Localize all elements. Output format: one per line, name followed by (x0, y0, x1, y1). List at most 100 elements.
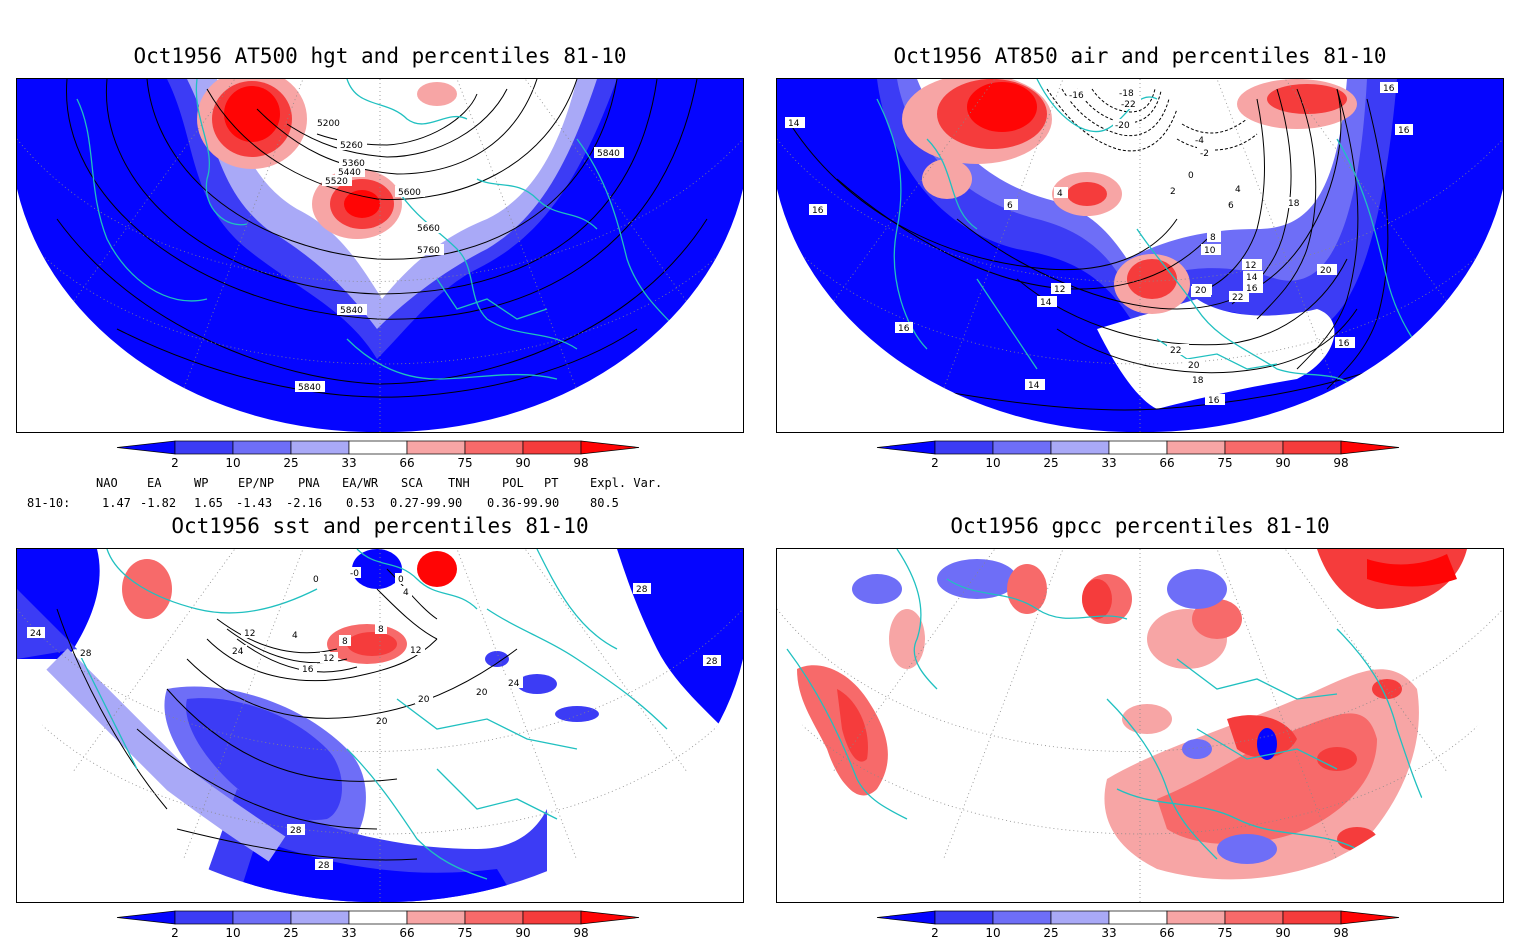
colorbar-tick-label: 10 (985, 456, 1000, 470)
svg-text:22: 22 (1232, 293, 1243, 303)
contour-label: 20 (1192, 284, 1212, 296)
colorbar-segment (174, 910, 234, 925)
colorbar-segment (1050, 440, 1110, 455)
stats-header-epnp: EP/NP (238, 476, 275, 490)
svg-text:5440: 5440 (338, 168, 361, 178)
colorbar-tick-label: 75 (1217, 456, 1232, 470)
svg-text:5840: 5840 (340, 306, 363, 316)
svg-text:6: 6 (1228, 201, 1234, 211)
colorbar-tick-label: 90 (1275, 456, 1290, 470)
stats-value-ea: -1.82 (140, 496, 177, 510)
colorbar-segment (1282, 910, 1342, 925)
colorbar-tick-label: 2 (931, 926, 939, 940)
colorbar-tick-label: 90 (515, 926, 530, 940)
contour-label: 16 (895, 322, 913, 334)
colorbar-segment (1282, 440, 1342, 455)
svg-text:28: 28 (706, 657, 718, 667)
colorbar-top-left: 2 10 25 33 66 75 90 98 (116, 440, 640, 470)
contour-label: 0 (395, 573, 407, 585)
panel-title-sst: Oct1956 sst and percentiles 81-10 (171, 514, 589, 538)
svg-text:5520: 5520 (325, 177, 348, 187)
colorbar-segment (232, 910, 292, 925)
svg-text:8: 8 (1210, 233, 1216, 243)
panel-title-gpcc: Oct1956 gpcc percentiles 81-10 (950, 514, 1330, 538)
stats-header-sca: SCA (401, 476, 423, 490)
contour-label: 28 (315, 859, 333, 871)
contour-label: 4 (1054, 187, 1068, 199)
svg-text:18: 18 (1192, 376, 1204, 386)
contour-label: -20 (1113, 119, 1135, 131)
svg-text:5840: 5840 (298, 383, 321, 393)
colorbar-segment (992, 910, 1052, 925)
colorbar-tick-label: 66 (1159, 456, 1174, 470)
svg-text:16: 16 (812, 206, 824, 216)
contour-label: 16 (1380, 82, 1398, 94)
stats-value-nao: 1.47 (102, 496, 131, 510)
colorbar-segment (1166, 910, 1226, 925)
stats-header-tnh: TNH (448, 476, 470, 490)
contour-label: 20 (373, 715, 391, 727)
svg-text:24: 24 (508, 679, 520, 689)
colorbar-tick-label: 25 (1043, 456, 1058, 470)
svg-text:16: 16 (1208, 396, 1220, 406)
svg-text:-2: -2 (1200, 149, 1209, 159)
contour-labels-air: 14 16 16 16 16 -16 -18 -22 -20 4 6 -4 -2… (785, 82, 1413, 406)
contour-label: 22 (1229, 291, 1249, 303)
contour-label: 20 (1185, 359, 1205, 371)
svg-text:28: 28 (318, 861, 330, 871)
contour-label: 4 (400, 586, 412, 598)
svg-text:20: 20 (376, 717, 388, 727)
colorbar-segment (1224, 910, 1284, 925)
colorbar-tick-label: 98 (573, 456, 588, 470)
contour-label: 0 (310, 573, 322, 585)
svg-text:20: 20 (1195, 286, 1207, 296)
svg-text:16: 16 (1246, 284, 1258, 294)
contour-label: 5600 (395, 186, 425, 198)
contour-label: -0 (347, 567, 361, 579)
colorbar-segment (1224, 440, 1284, 455)
colorbar-segment (992, 440, 1052, 455)
colorbar-tick-label: 98 (1333, 456, 1348, 470)
colorbar-tick-label: 2 (931, 456, 939, 470)
colorbar-tick-label: 33 (341, 456, 356, 470)
contour-label: 5760 (414, 244, 444, 256)
contour-label: 5840 (337, 304, 367, 316)
map-panel-hgt: 5200 5260 5360 5440 5520 5600 5660 5760 … (16, 78, 744, 433)
svg-text:16: 16 (1398, 126, 1410, 136)
svg-text:12: 12 (244, 629, 255, 639)
colorbar-segment (876, 440, 936, 455)
contour-label: 18 (1285, 197, 1305, 209)
contour-label: 16 (1395, 124, 1413, 136)
colorbar-segment (116, 440, 176, 455)
svg-text:24: 24 (232, 647, 244, 657)
panel-title-hgt: Oct1956 AT500 hgt and percentiles 81-10 (133, 44, 627, 68)
stats-value-eawr: 0.53 (346, 496, 375, 510)
contour-label: 5660 (414, 222, 444, 234)
contour-label: -22 (1119, 98, 1141, 110)
colorbar-tick-label: 10 (985, 926, 1000, 940)
colorbar-segment (116, 910, 176, 925)
teleconnection-table: NAO EA WP EP/NP PNA EA/WR SCA TNH POL PT… (0, 474, 760, 514)
colorbar-segment (406, 910, 466, 925)
contour-label: 4 (289, 629, 301, 641)
contour-label: 16 (809, 204, 827, 216)
colorbar-tick-label: 25 (1043, 926, 1058, 940)
contour-label: 14 (1025, 379, 1045, 391)
colorbar-tick-label: 33 (341, 926, 356, 940)
contour-labels-sst: 0 -0 0 4 12 24 4 8 8 12 16 12 20 20 20 2… (27, 567, 721, 871)
contour-label: 5440 (335, 166, 365, 178)
colorbar-segment (406, 440, 466, 455)
contour-labels-hgt: 5200 5260 5360 5440 5520 5600 5660 5760 … (295, 117, 624, 393)
colorbar-segment (934, 440, 994, 455)
svg-text:5600: 5600 (398, 188, 421, 198)
contour-label: 20 (473, 686, 491, 698)
contour-label: 5840 (295, 381, 325, 393)
colorbar-tick-label: 10 (225, 456, 240, 470)
colorbar-segment (348, 440, 408, 455)
svg-text:10: 10 (1204, 246, 1216, 256)
svg-text:6: 6 (1007, 201, 1013, 211)
contour-label: 16 (1243, 282, 1263, 294)
stats-row-label: 81-10: (27, 496, 71, 510)
colorbar-tick-label: 2 (171, 926, 179, 940)
colorbar-segment (290, 910, 350, 925)
